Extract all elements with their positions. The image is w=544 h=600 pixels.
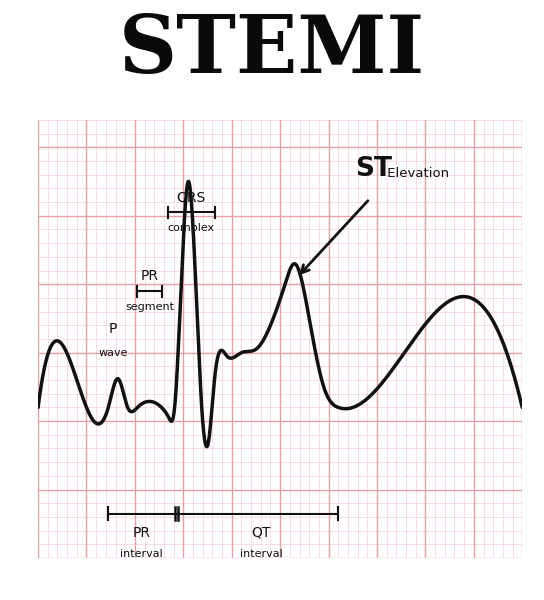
Text: segment: segment <box>125 302 174 311</box>
Text: PR: PR <box>140 269 158 283</box>
Text: wave: wave <box>98 348 128 358</box>
Text: complex: complex <box>168 223 215 233</box>
Text: ST: ST <box>355 155 392 182</box>
Text: P: P <box>109 322 118 335</box>
Text: Elevation: Elevation <box>383 167 449 179</box>
Text: PR: PR <box>132 526 151 540</box>
Text: QRS: QRS <box>177 190 206 204</box>
Text: STEMI: STEMI <box>119 12 425 90</box>
Text: QT: QT <box>251 526 271 540</box>
Text: interval: interval <box>240 549 283 559</box>
Text: interval: interval <box>120 549 163 559</box>
